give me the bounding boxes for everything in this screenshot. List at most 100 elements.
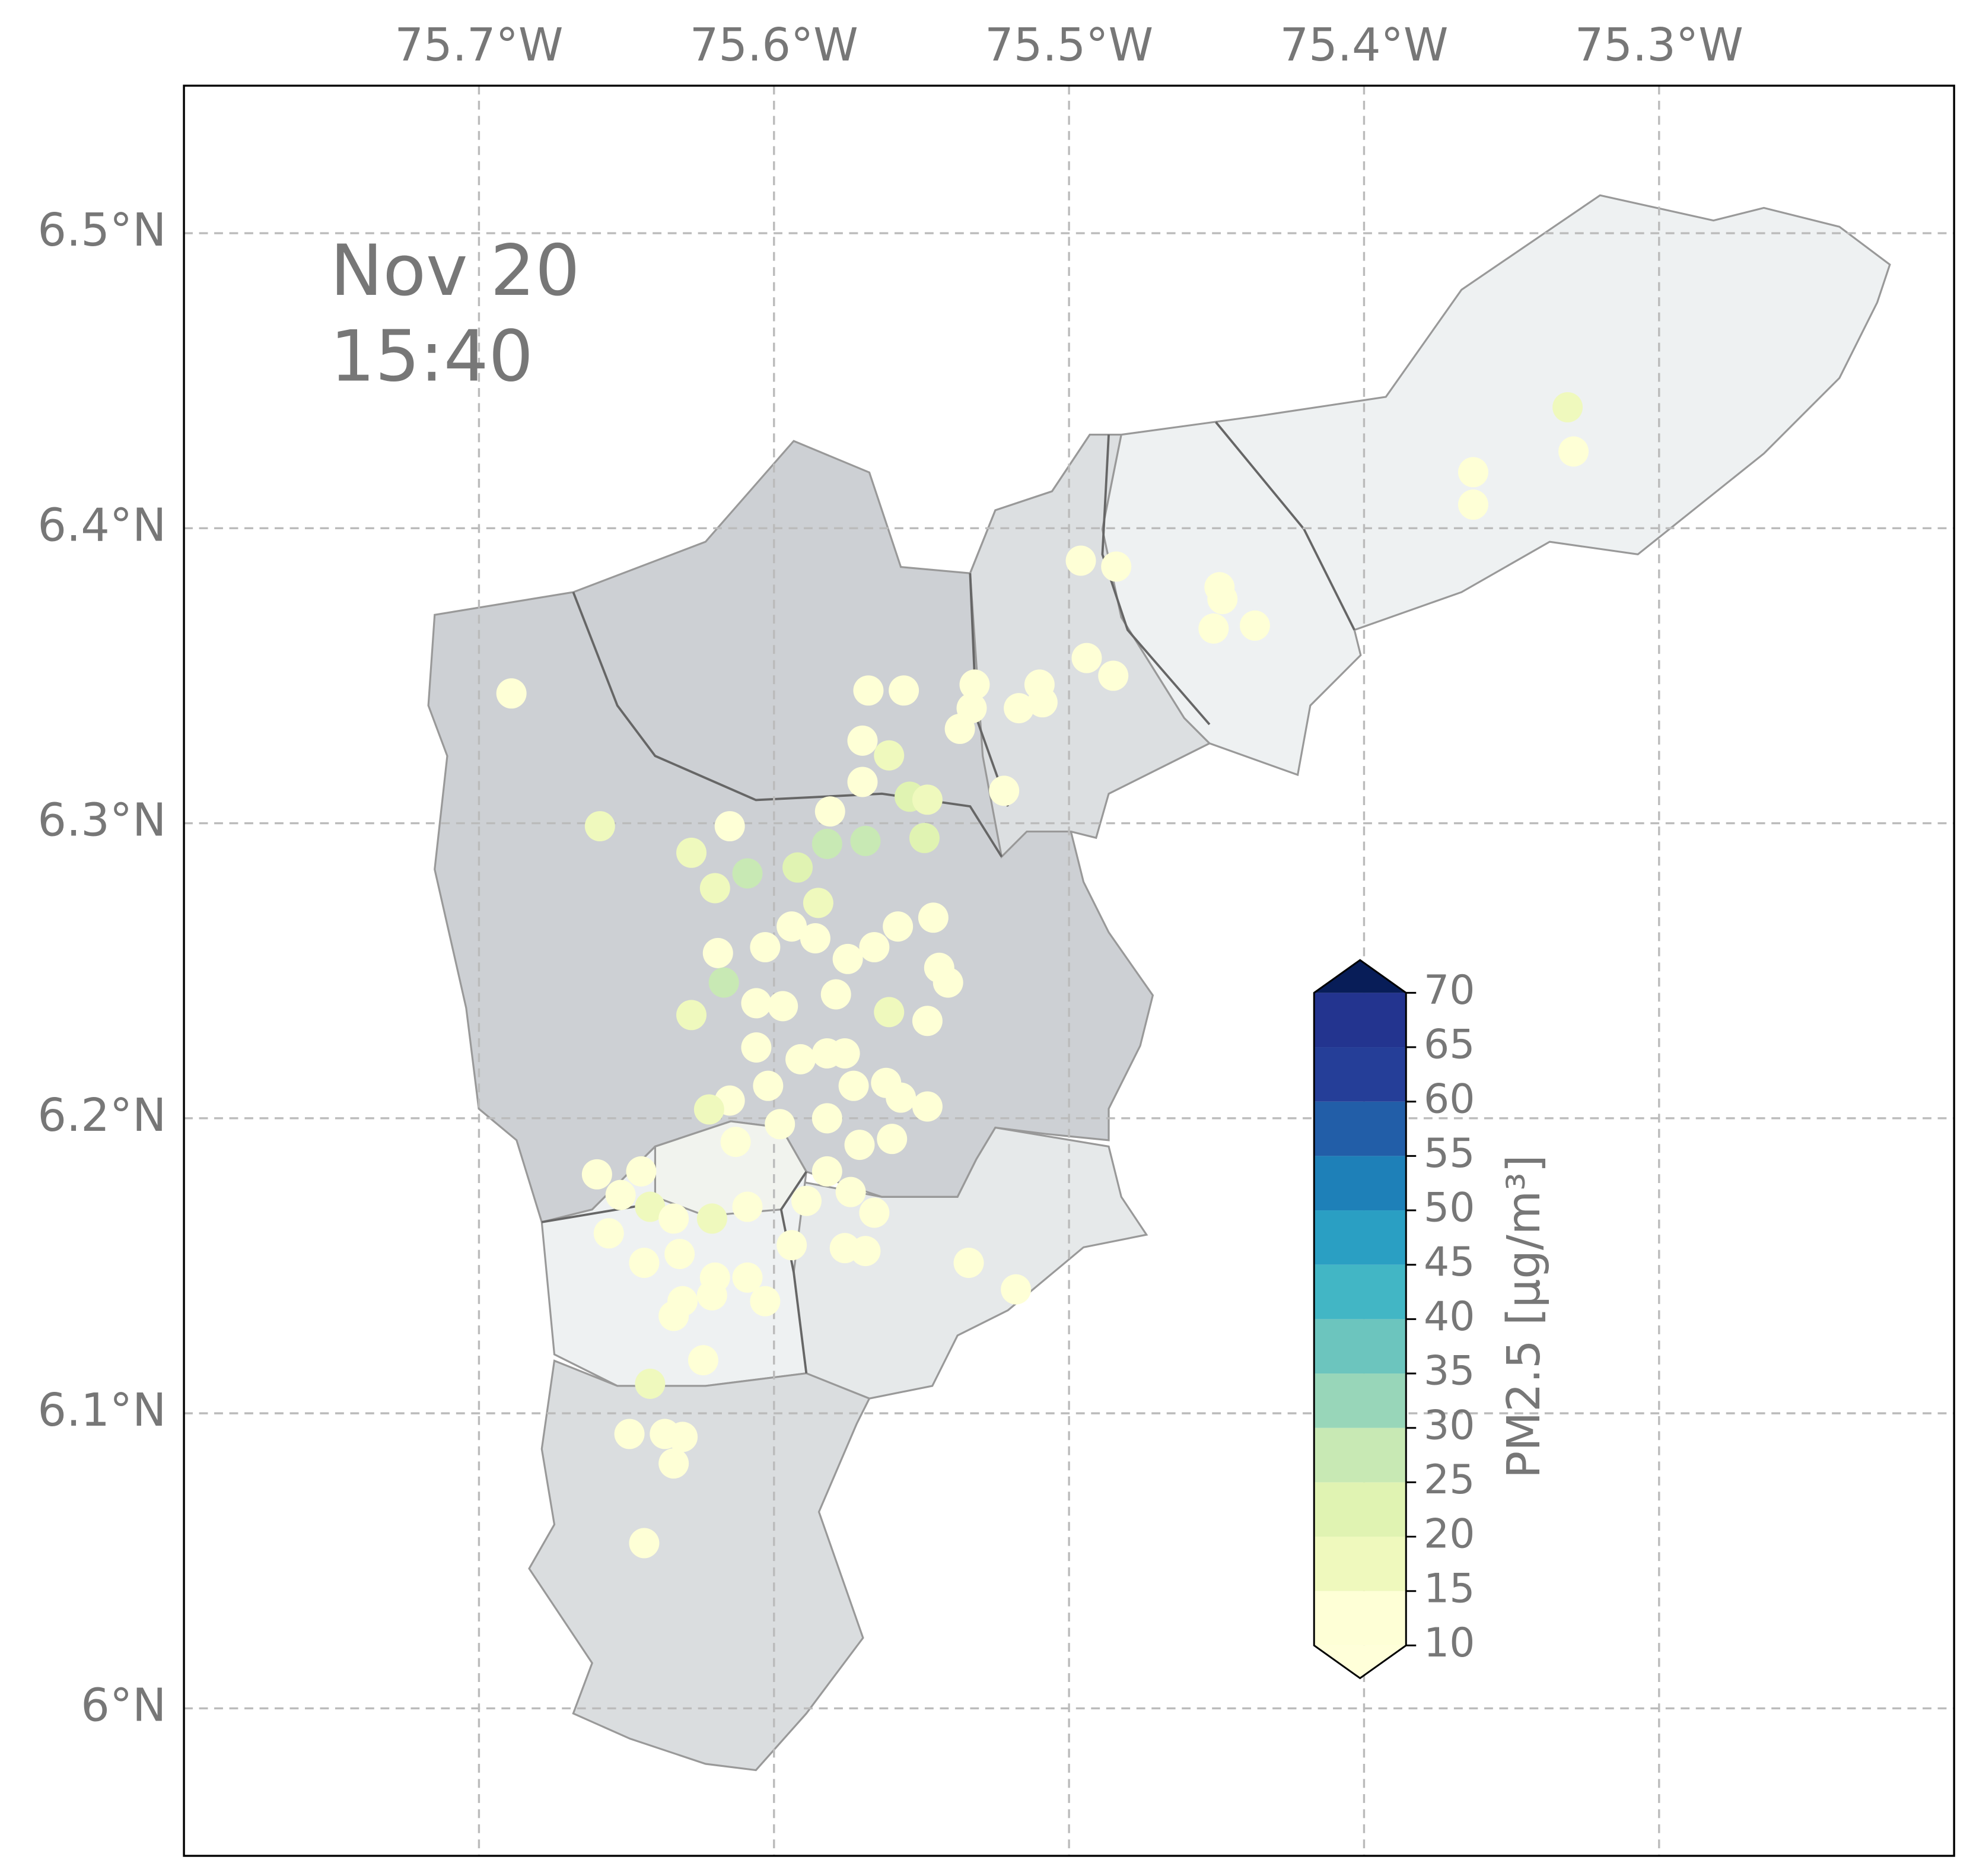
- station: [1458, 457, 1488, 488]
- station: [850, 1236, 881, 1267]
- station: [1001, 1274, 1032, 1305]
- station: [1004, 693, 1035, 724]
- station: [626, 1156, 657, 1187]
- colorbar-tick-label: 55: [1424, 1130, 1475, 1177]
- x-tick-label: 75.7°W: [394, 19, 563, 72]
- station: [702, 937, 733, 968]
- station: [714, 811, 745, 842]
- colorbar-tick-label: 70: [1424, 967, 1475, 1014]
- colorbar-bin: [1314, 1537, 1406, 1591]
- station: [889, 675, 919, 706]
- station: [814, 796, 845, 827]
- station: [874, 997, 905, 1028]
- station: [874, 740, 905, 771]
- station: [696, 1280, 727, 1311]
- station: [791, 1185, 822, 1216]
- station: [1071, 643, 1102, 673]
- station: [777, 911, 807, 942]
- colorbar-tick-label: 30: [1424, 1402, 1475, 1449]
- station: [912, 1091, 943, 1122]
- colorbar-tick-label: 10: [1424, 1620, 1475, 1667]
- station: [800, 923, 830, 953]
- station: [765, 1109, 795, 1140]
- x-tick-label: 75.6°W: [690, 19, 858, 72]
- stations: [496, 392, 1589, 1559]
- region: [1101, 194, 1891, 777]
- station: [820, 979, 851, 1010]
- station: [829, 1038, 860, 1069]
- station: [1101, 551, 1132, 582]
- station: [847, 725, 878, 756]
- station: [605, 1179, 636, 1210]
- colorbar-tick-label: 40: [1424, 1293, 1475, 1340]
- station: [1207, 584, 1238, 615]
- station: [614, 1419, 645, 1449]
- station: [696, 1203, 727, 1234]
- station: [944, 713, 975, 744]
- station: [803, 888, 833, 918]
- station: [838, 1070, 869, 1101]
- x-tick-label: 75.4°W: [1280, 19, 1448, 72]
- station: [918, 902, 949, 933]
- y-tick-label: 6.1°N: [37, 1384, 166, 1437]
- station: [1198, 613, 1229, 644]
- station: [912, 1006, 943, 1036]
- colorbar-bin: [1314, 1264, 1406, 1319]
- station: [635, 1191, 666, 1222]
- station: [883, 911, 914, 942]
- station: [989, 775, 1020, 806]
- station: [850, 825, 881, 856]
- station: [658, 1203, 689, 1234]
- colorbar-tick-label: 45: [1424, 1239, 1475, 1286]
- station: [750, 931, 781, 962]
- station: [496, 678, 527, 709]
- colorbar-bin: [1314, 1319, 1406, 1374]
- y-tick-label: 6.2°N: [37, 1089, 166, 1142]
- station: [732, 1191, 763, 1222]
- time-label: 15:40: [330, 316, 533, 398]
- station: [629, 1528, 660, 1559]
- station: [750, 1286, 781, 1317]
- labels: Nov 20 15:40 75.7°W 75.6°W 75.5°W 75.4°W 75.…: [37, 19, 1743, 1732]
- station: [777, 1230, 807, 1261]
- colorbar-tick-label: 60: [1424, 1076, 1475, 1123]
- station: [667, 1422, 698, 1452]
- station: [1458, 489, 1488, 520]
- station: [1552, 392, 1583, 422]
- station: [676, 837, 707, 868]
- colorbar-under: [1314, 1645, 1406, 1678]
- station: [753, 1070, 784, 1101]
- station: [847, 767, 878, 797]
- station: [859, 1197, 890, 1228]
- municipalities: [427, 194, 1891, 1772]
- station: [635, 1368, 666, 1399]
- station: [658, 1448, 689, 1479]
- x-tick-label: 75.3°W: [1575, 19, 1743, 72]
- station: [720, 1127, 751, 1158]
- colorbar-tick-label: 20: [1424, 1511, 1475, 1558]
- station: [1558, 436, 1589, 467]
- station: [768, 991, 798, 1022]
- map-frame: [183, 84, 1955, 1857]
- station: [741, 1032, 772, 1063]
- station: [953, 1248, 984, 1278]
- station: [844, 1130, 875, 1160]
- y-tick-label: 6.5°N: [37, 204, 166, 257]
- station: [1239, 610, 1270, 641]
- y-tick-label: 6.4°N: [37, 499, 166, 552]
- station: [676, 1000, 707, 1031]
- station: [782, 852, 813, 883]
- station: [593, 1218, 624, 1249]
- colorbar-bin: [1314, 1373, 1406, 1428]
- station: [693, 1094, 724, 1125]
- station: [812, 1156, 842, 1187]
- colorbar-tick-label: 15: [1424, 1565, 1475, 1612]
- station: [732, 858, 763, 889]
- station: [658, 1301, 689, 1331]
- x-tick-label: 75.5°W: [985, 19, 1153, 72]
- station: [859, 931, 890, 962]
- station: [708, 967, 739, 998]
- colorbar-label: PM2.5 [μg/m³]: [1498, 1155, 1551, 1478]
- station: [699, 873, 730, 904]
- colorbar-bin: [1314, 993, 1406, 1048]
